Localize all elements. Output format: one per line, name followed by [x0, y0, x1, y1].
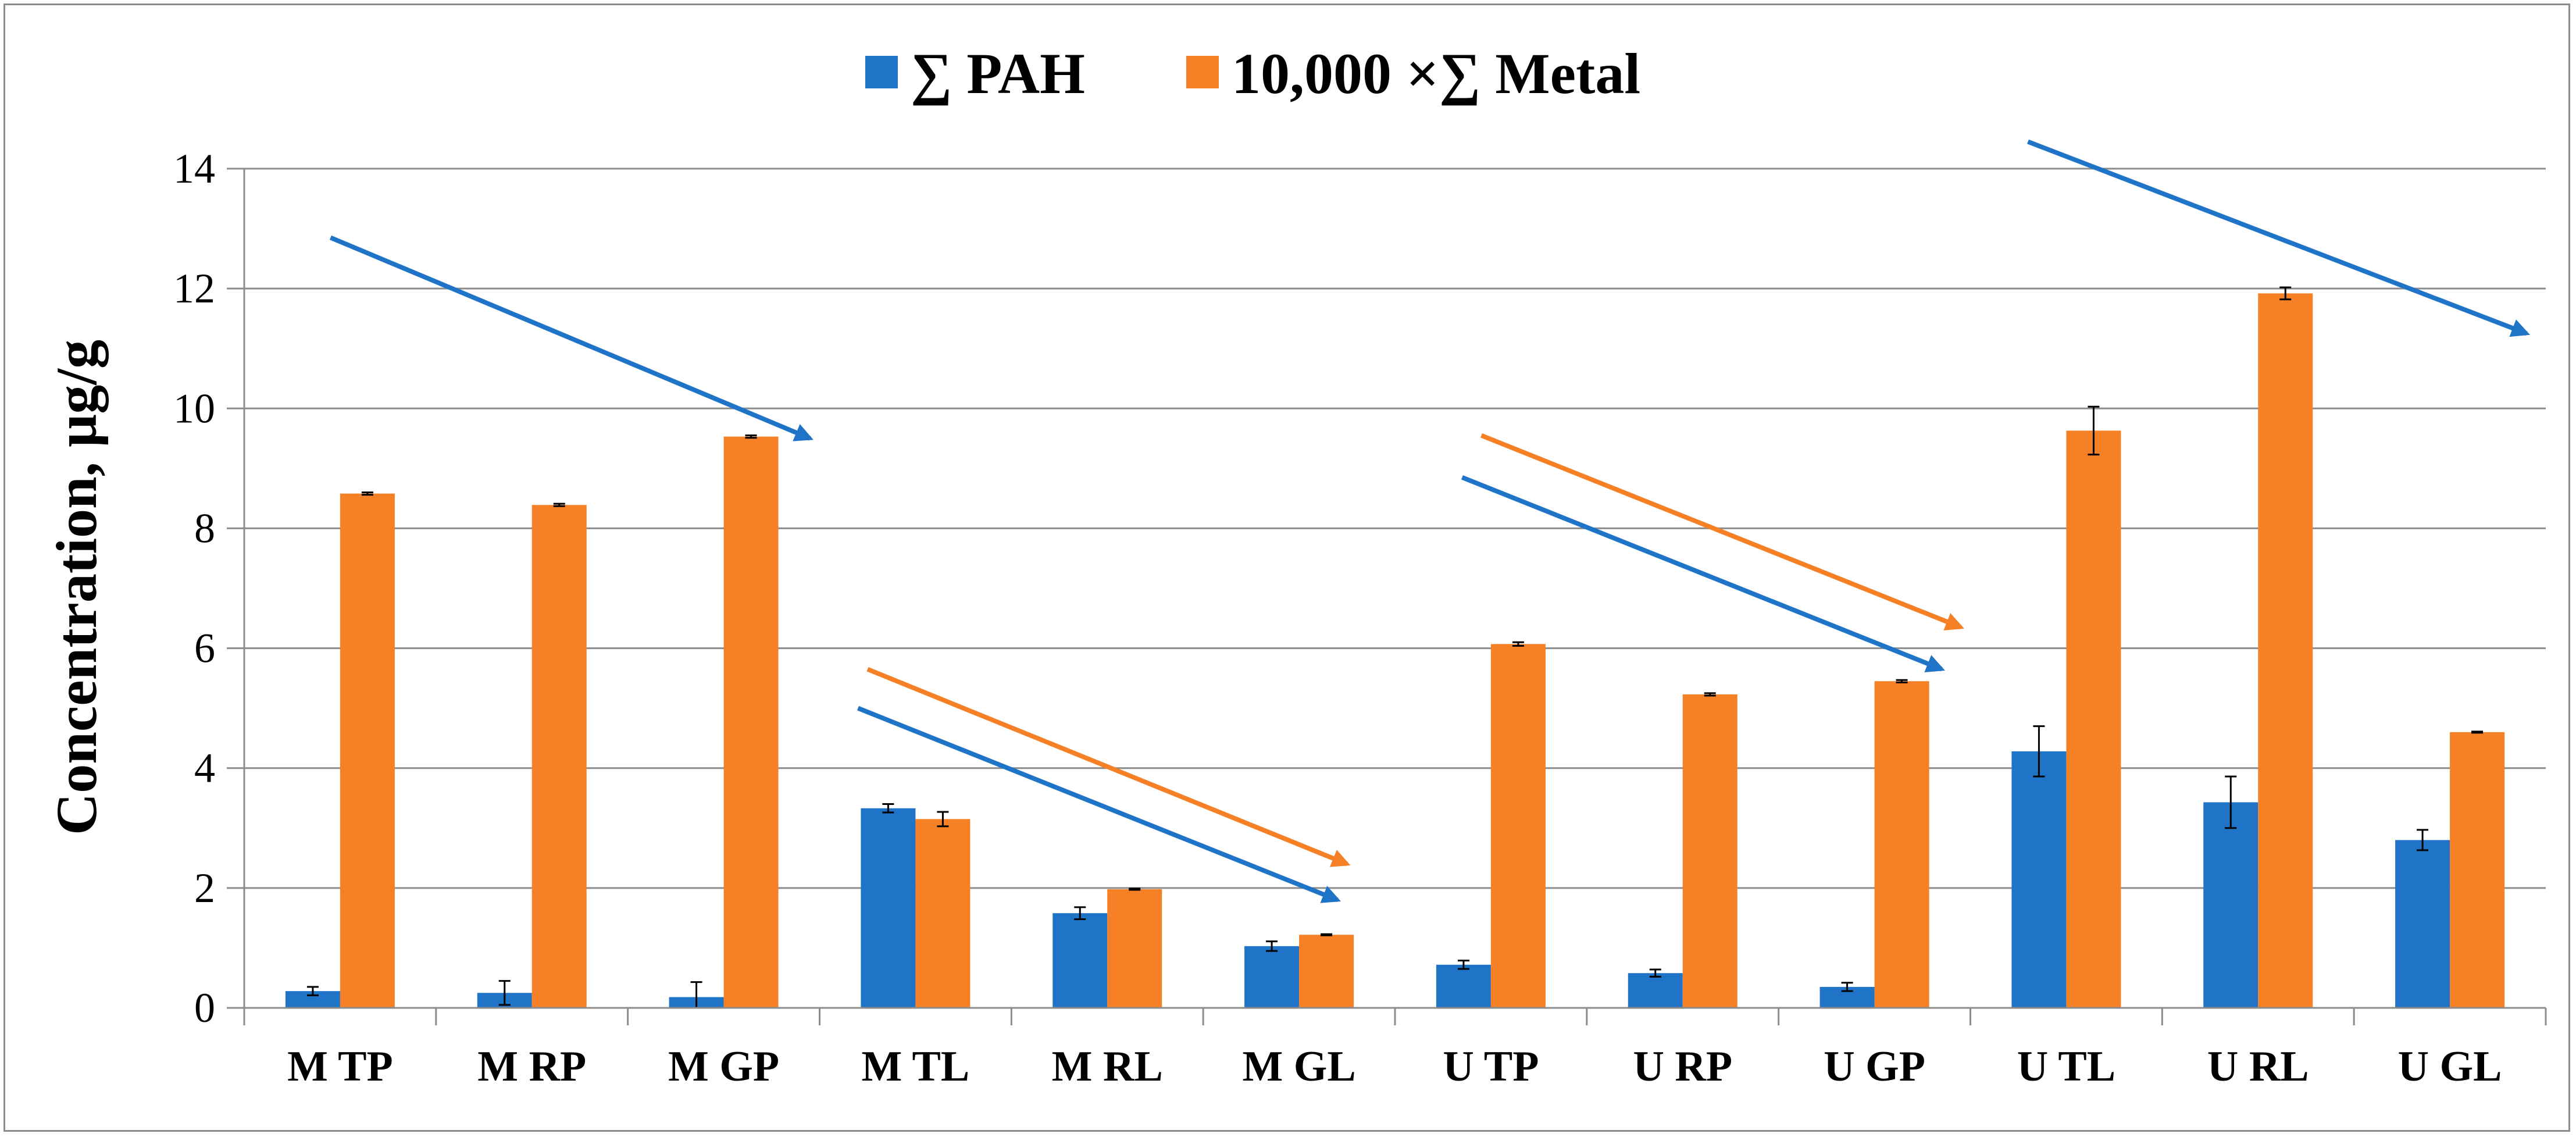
trend-arrow-blue — [329, 235, 814, 441]
bar — [2203, 802, 2259, 1008]
bar — [2395, 840, 2450, 1008]
chart-frame — [3, 3, 2570, 1132]
bar — [861, 808, 916, 1008]
trend-arrow-blue — [857, 705, 1341, 903]
bar — [531, 505, 587, 1008]
bar — [1052, 913, 1108, 1008]
bar — [2066, 430, 2121, 1008]
y-axis-ticks: 0 2 4 6 8 10 12 14 — [173, 145, 244, 1031]
bar — [1490, 644, 1546, 1008]
x-axis-labels: M TP M RP M GP M TL M RL M GL U TP U RP U GP U TL… — [287, 1043, 2502, 1090]
bar — [2011, 751, 2067, 1008]
x-tick-label: M TP — [287, 1043, 393, 1090]
y-tick-label: 8 — [194, 505, 215, 551]
trend-arrow-blue — [2027, 139, 2530, 337]
y-tick-label: 0 — [194, 985, 215, 1031]
legend-label-pah: ∑ PAH — [911, 41, 1085, 106]
x-tick-label: M RL — [1052, 1043, 1163, 1090]
x-tick-label: U RP — [1633, 1043, 1732, 1090]
trend-arrow-blue — [1461, 475, 1945, 672]
bar — [723, 436, 779, 1008]
trend-arrow-orange — [866, 666, 1351, 867]
x-tick-label: U RL — [2207, 1043, 2309, 1090]
y-tick-label: 14 — [173, 145, 215, 192]
bar — [1874, 681, 1929, 1008]
x-tick-label: U TL — [2017, 1043, 2115, 1090]
axes — [243, 169, 2547, 1025]
legend-label-metal: 10,000 ×∑ Metal — [1232, 41, 1640, 106]
legend-swatch-pah — [865, 56, 898, 88]
gridlines — [244, 167, 2546, 889]
y-tick-label: 4 — [194, 745, 215, 792]
trend-arrow-orange — [1480, 433, 1964, 630]
bars — [285, 286, 2505, 1009]
x-tick-label: U GP — [1824, 1043, 1925, 1090]
bar — [1628, 973, 1683, 1008]
bar — [1244, 946, 1300, 1008]
x-tick-label: M TL — [862, 1043, 970, 1090]
trend-arrows — [329, 139, 2530, 903]
y-axis-title: Concentration, µg/g — [44, 340, 109, 835]
y-tick-label: 2 — [194, 865, 215, 911]
bar — [1436, 964, 1491, 1008]
y-tick-label: 10 — [173, 385, 215, 432]
bar — [1682, 694, 1737, 1008]
legend-swatch-metal — [1186, 56, 1219, 88]
bar — [340, 493, 395, 1008]
bar — [2258, 293, 2313, 1008]
x-tick-label: M GP — [668, 1043, 779, 1090]
x-tick-label: U TP — [1443, 1043, 1539, 1090]
y-tick-label: 12 — [173, 265, 215, 312]
bar — [1107, 889, 1162, 1008]
bar — [1299, 935, 1354, 1008]
x-tick-label: M RP — [477, 1043, 586, 1090]
y-tick-label: 6 — [194, 625, 215, 672]
legend: ∑ PAH 10,000 ×∑ Metal — [865, 41, 1640, 106]
bar — [915, 819, 971, 1008]
x-tick-label: M GL — [1242, 1043, 1355, 1090]
x-tick-label: U GL — [2398, 1043, 2502, 1090]
bar — [2450, 732, 2505, 1008]
